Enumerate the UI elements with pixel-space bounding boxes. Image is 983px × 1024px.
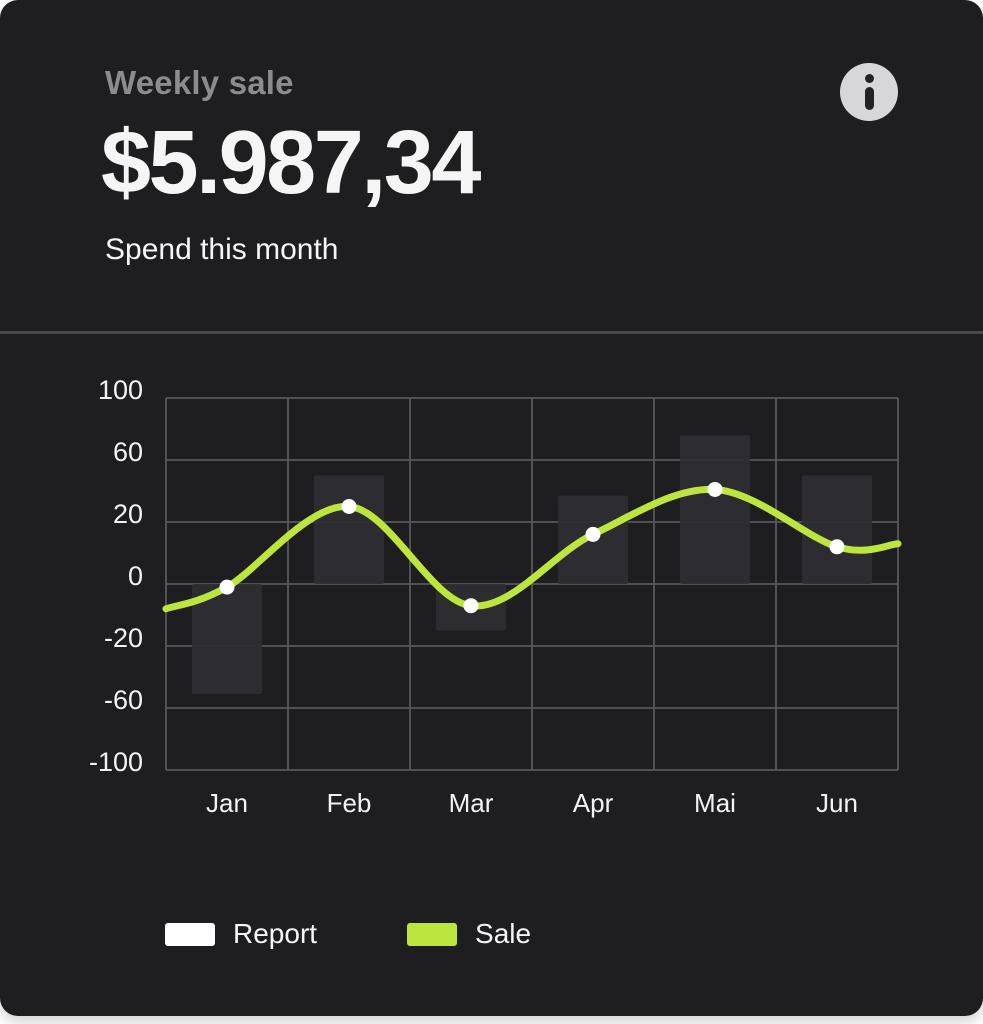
y-axis-tick-label: 0	[128, 561, 143, 591]
x-axis-tick-label: Apr	[573, 788, 614, 818]
y-axis-tick-label: 100	[98, 375, 143, 405]
legend-item-sale: Sale	[407, 918, 531, 950]
sale-point	[707, 481, 723, 497]
report-swatch	[165, 922, 215, 946]
report-bar	[436, 584, 506, 631]
sale-point	[585, 526, 601, 542]
report-bar	[192, 584, 262, 695]
sale-point	[463, 598, 479, 614]
report-bar	[680, 435, 750, 584]
card-title: Weekly sale	[105, 64, 294, 101]
report-bar	[802, 475, 872, 584]
sale-line	[162, 485, 902, 613]
report-bar	[314, 475, 384, 584]
sale-swatch	[407, 922, 458, 946]
x-axis-tick-label: Mar	[449, 788, 494, 818]
x-axis-tick-label: Mai	[694, 788, 736, 818]
y-axis-tick-label: -60	[104, 685, 143, 715]
sale-point	[341, 499, 357, 514]
legend-label-sale: Sale	[475, 918, 532, 949]
x-axis-tick-label: Jun	[816, 788, 858, 818]
section-divider	[0, 331, 983, 334]
info-icon-stem	[864, 87, 874, 110]
report-bar	[558, 495, 628, 584]
amount-caption: Spend this month	[105, 233, 339, 266]
y-axis-tick-label: 60	[113, 437, 143, 467]
info-icon-dot	[864, 74, 874, 83]
amount-value: $5.987,34	[101, 113, 481, 213]
sale-point	[219, 579, 235, 595]
y-axis-tick-label: -20	[104, 623, 143, 653]
legend-label-report: Report	[233, 918, 318, 949]
info-icon[interactable]	[840, 63, 898, 121]
sale-point	[829, 539, 845, 555]
y-axis-tick-label: 20	[113, 499, 143, 529]
legend-item-report: Report	[165, 918, 317, 950]
x-axis-tick-label: Jan	[206, 788, 248, 818]
x-axis-tick-label: Feb	[327, 788, 372, 818]
chart-legend: Report Sale	[165, 918, 531, 950]
y-axis-tick-label: -100	[89, 747, 143, 777]
